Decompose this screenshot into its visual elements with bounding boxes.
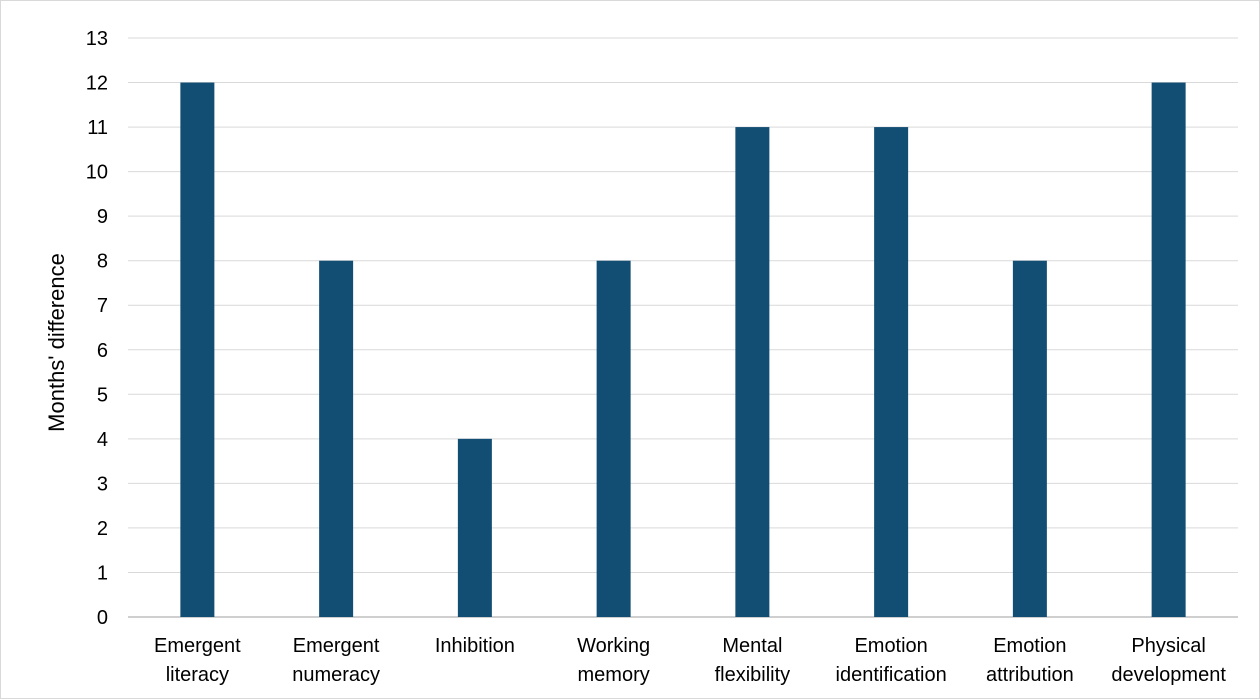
y-tick-label: 3	[97, 473, 108, 495]
bars	[180, 82, 1186, 618]
y-tick-label: 5	[97, 384, 108, 406]
y-tick-label: 0	[97, 607, 108, 629]
y-tick-label: 1	[97, 562, 108, 584]
y-axis-title: Months' difference	[44, 253, 69, 432]
y-tick-label: 6	[97, 340, 108, 362]
y-tick-label: 7	[97, 295, 108, 317]
y-tick-label: 12	[86, 73, 108, 95]
y-tick-label: 4	[97, 429, 108, 451]
bar	[735, 127, 770, 618]
bar	[1012, 260, 1047, 617]
bar	[596, 260, 631, 617]
bar	[319, 260, 354, 617]
y-tick-label: 13	[86, 28, 108, 50]
y-tick-label: 10	[86, 162, 108, 184]
bar	[457, 438, 492, 617]
x-tick-label: Mental flexibility	[715, 635, 791, 686]
gridlines	[128, 37, 1238, 618]
bar	[874, 127, 909, 618]
x-tick-label: Emergent literacy	[154, 635, 241, 686]
x-tick-label: Physical development	[1111, 635, 1226, 686]
x-tick-label: Inhibition	[435, 635, 515, 657]
x-tick-label: Emotion identification	[836, 635, 947, 686]
x-tick-label: Emergent numeracy	[292, 635, 380, 686]
x-axis-tick-labels: Emergent literacy Emergent numeracy Inhibiti…	[154, 635, 1226, 686]
y-tick-label: 11	[87, 117, 108, 139]
bar	[1151, 82, 1186, 618]
x-tick-label: Emotion attribution	[986, 635, 1074, 686]
x-tick-label: Working memory	[577, 635, 650, 686]
y-tick-label: 9	[97, 206, 108, 228]
bar	[180, 82, 215, 618]
y-tick-label: 8	[97, 251, 108, 273]
y-tick-label: 2	[97, 518, 108, 540]
